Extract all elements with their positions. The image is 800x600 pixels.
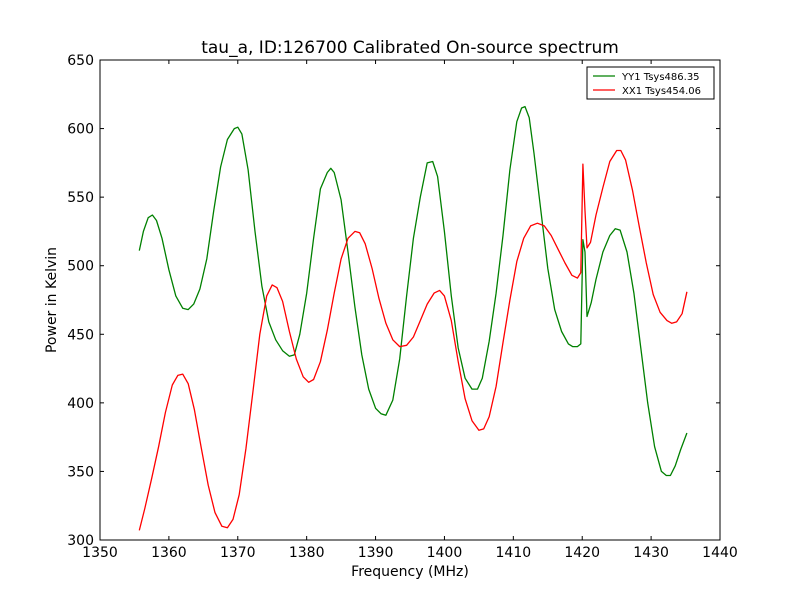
legend-label-2: XX1 Tsys454.06 (622, 86, 701, 97)
x-tick-label: 1350 (82, 545, 118, 561)
x-tick-label: 1360 (151, 545, 187, 561)
x-axis-label: Frequency (MHz) (351, 564, 469, 580)
x-tick-label: 1370 (220, 545, 256, 561)
legend-label-1: YY1 Tsys486.35 (621, 72, 700, 83)
y-tick-label: 650 (67, 53, 94, 69)
x-tick-label: 1410 (496, 545, 532, 561)
series-line-2 (138, 149, 688, 531)
y-tick-label: 300 (67, 533, 94, 549)
plot-frame (99, 59, 721, 541)
legend: YY1 Tsys486.35 XX1 Tsys454.06 (586, 66, 715, 100)
series-layer (138, 105, 688, 531)
chart-title: tau_a, ID:126700 Calibrated On-source sp… (201, 38, 619, 58)
y-tick-label: 550 (67, 190, 94, 206)
x-tick-label: 1420 (564, 545, 600, 561)
series-line-1 (138, 105, 688, 477)
x-tick-label: 1440 (702, 545, 738, 561)
x-tick-label: 1430 (633, 545, 669, 561)
ticks-layer: 1350 1360 1370 1380 1390 1400 1410 1420 1430 1440… (67, 53, 738, 561)
y-axis-label: Power in Kelvin (44, 247, 60, 353)
y-tick-label: 350 (67, 464, 94, 480)
y-tick-label: 450 (67, 327, 94, 343)
x-tick-label: 1400 (427, 545, 463, 561)
x-tick-label: 1380 (289, 545, 325, 561)
x-tick-label: 1390 (358, 545, 394, 561)
plot-background (100, 60, 720, 540)
y-tick-label: 400 (67, 396, 94, 412)
y-tick-label: 500 (67, 259, 94, 275)
legend-box (586, 66, 715, 100)
y-tick-label: 600 (67, 122, 94, 138)
